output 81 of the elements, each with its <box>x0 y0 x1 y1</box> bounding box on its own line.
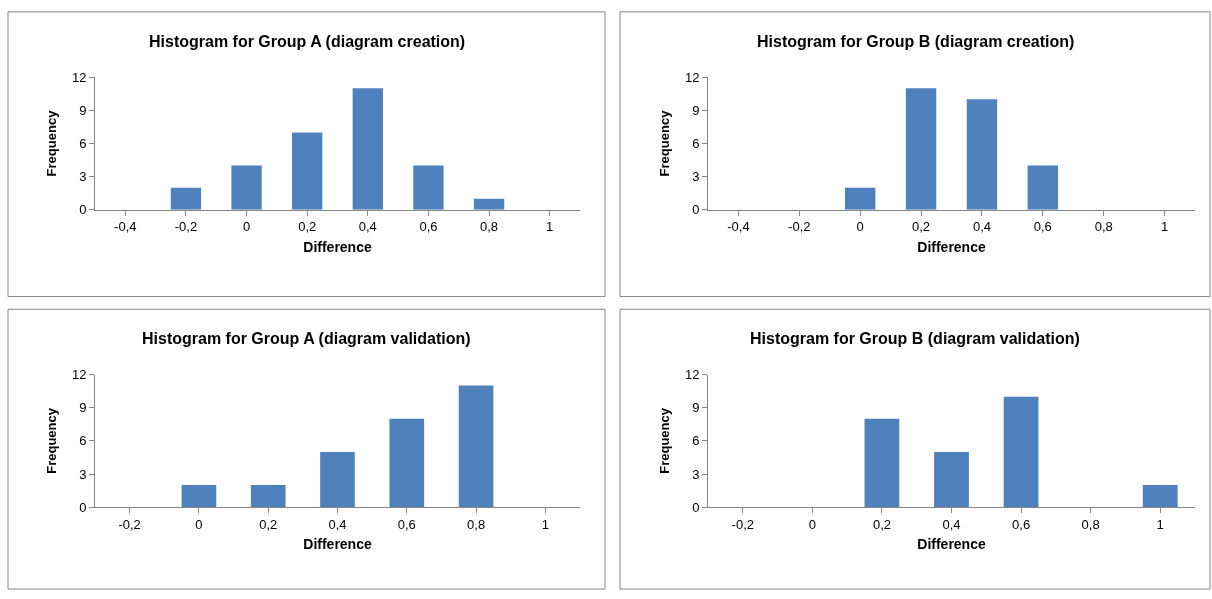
x-tick-label: 0 <box>808 516 816 532</box>
bar <box>352 88 383 210</box>
x-tick-label: 0,8 <box>467 516 486 532</box>
y-tick-label: 12 <box>684 69 700 85</box>
x-tick-label: 0,2 <box>298 219 317 235</box>
x-tick-label: 1 <box>541 516 549 532</box>
bar <box>1027 165 1059 210</box>
y-tick-label: 0 <box>79 202 87 218</box>
x-tick-label: 0,6 <box>397 516 416 532</box>
x-axis-title: Difference <box>917 238 986 255</box>
bar <box>320 451 355 508</box>
y-tick-label: 9 <box>79 400 87 416</box>
x-tick-label: 1 <box>546 219 554 235</box>
y-tick-label: 6 <box>79 136 87 152</box>
x-tick-label: 0,4 <box>358 219 377 235</box>
x-tick-label: -0,2 <box>788 219 811 235</box>
bar <box>844 187 876 210</box>
y-tick-label: 0 <box>692 499 700 515</box>
x-tick-label: 0 <box>856 219 864 235</box>
bar <box>934 451 969 508</box>
x-tick-label: 0,2 <box>872 516 891 532</box>
bar <box>413 165 444 210</box>
bar <box>905 88 937 210</box>
y-axis-title: Frequency <box>656 109 672 177</box>
x-axis-title: Difference <box>303 238 372 255</box>
y-tick-label: 0 <box>79 499 87 515</box>
x-tick-label: -0,2 <box>731 516 754 532</box>
y-tick-label: 9 <box>79 102 87 118</box>
x-tick-label: 0,2 <box>912 219 931 235</box>
x-tick-label: 0,8 <box>480 219 499 235</box>
x-tick-label: 0,6 <box>419 219 438 235</box>
bar <box>1142 485 1178 508</box>
y-tick-label: 12 <box>71 367 87 383</box>
x-tick-label: 0,4 <box>328 516 347 532</box>
chart-title: Histogram for Group A (diagram creation) <box>149 33 466 50</box>
bar <box>1003 396 1039 508</box>
x-tick-label: -0,4 <box>114 219 137 235</box>
x-tick-label: -0,2 <box>118 516 141 532</box>
y-tick-label: 12 <box>71 69 87 85</box>
bar <box>250 485 286 508</box>
y-axis-title: Frequency <box>43 407 59 474</box>
y-tick-label: 3 <box>79 169 87 185</box>
x-tick-label: 0 <box>242 219 251 235</box>
x-axis-title: Difference <box>303 536 372 553</box>
bar <box>389 418 425 508</box>
chart-title: Histogram for Group B (diagram creation) <box>757 33 1075 50</box>
x-tick-label: 0,4 <box>942 516 961 532</box>
y-tick-label: 6 <box>692 136 700 152</box>
x-tick-label: 0,6 <box>1012 516 1031 532</box>
y-tick-label: 9 <box>692 102 700 118</box>
chart-title: Histogram for Group B (diagram validation) <box>750 330 1080 347</box>
y-tick-label: 6 <box>79 433 87 449</box>
bar <box>292 132 323 210</box>
bar <box>473 198 505 210</box>
y-tick-label: 6 <box>692 433 700 449</box>
bar <box>864 418 900 508</box>
x-tick-label: -0,4 <box>727 219 750 235</box>
y-axis-title: Frequency <box>656 407 672 474</box>
x-tick-label: -0,2 <box>174 219 198 235</box>
x-tick-label: 1 <box>1156 516 1164 532</box>
x-tick-label: 1 <box>1160 219 1169 235</box>
bar <box>458 385 494 508</box>
y-tick-label: 0 <box>692 202 700 218</box>
y-tick-label: 3 <box>692 466 700 482</box>
x-tick-label: 0,8 <box>1094 219 1113 235</box>
x-tick-label: 0 <box>195 516 203 532</box>
x-tick-label: 0,6 <box>1033 219 1052 235</box>
x-tick-label: 0,8 <box>1081 516 1100 532</box>
bar <box>231 165 262 210</box>
x-tick-label: 0,2 <box>259 516 278 532</box>
y-tick-label: 3 <box>692 169 700 185</box>
y-tick-label: 12 <box>684 367 700 383</box>
x-axis-title: Difference <box>917 536 986 553</box>
bar <box>966 99 998 210</box>
bar <box>181 485 217 508</box>
y-tick-label: 9 <box>692 400 700 416</box>
y-axis-title: Frequency <box>43 109 59 177</box>
bar <box>170 187 202 210</box>
chart-title: Histogram for Group A (diagram validation) <box>142 330 471 347</box>
x-tick-label: 0,4 <box>972 219 991 235</box>
y-tick-label: 3 <box>79 466 87 482</box>
